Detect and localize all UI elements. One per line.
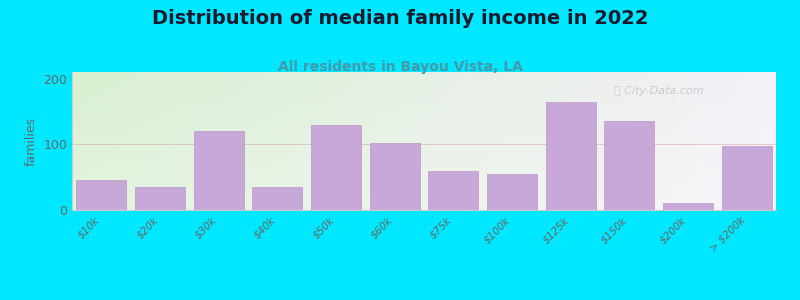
Bar: [253, 187, 302, 210]
Text: Distribution of median family income in 2022: Distribution of median family income in …: [152, 9, 648, 28]
Y-axis label: families: families: [25, 116, 38, 166]
Text: 🔍 City-Data.com: 🔍 City-Data.com: [614, 86, 704, 96]
Bar: [135, 187, 185, 210]
Bar: [370, 143, 419, 210]
Bar: [605, 121, 654, 210]
Bar: [546, 102, 595, 210]
Text: All residents in Bayou Vista, LA: All residents in Bayou Vista, LA: [278, 60, 522, 74]
Bar: [194, 131, 243, 210]
Bar: [429, 171, 478, 210]
Bar: [663, 203, 713, 210]
Bar: [311, 124, 361, 210]
Bar: [77, 180, 126, 210]
Bar: [487, 174, 537, 210]
Bar: [722, 146, 771, 210]
